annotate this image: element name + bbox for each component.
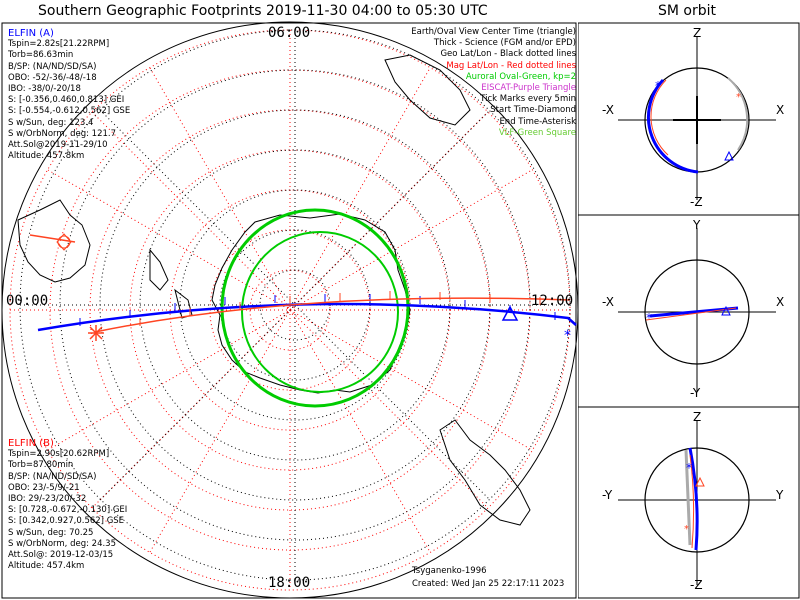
panel1-bottom: -Z bbox=[690, 195, 703, 209]
elfin-a-line: S: [-0.356,0.460,0.813] GEI bbox=[8, 95, 125, 106]
panel3-bottom: -Z bbox=[690, 578, 703, 592]
legend-item: EISCAT-Purple Triangle bbox=[481, 83, 576, 94]
panel3-right: Y bbox=[776, 488, 784, 502]
legend-item: End Time-Asterisk bbox=[499, 116, 576, 127]
elfin-a-line: Tspin=2.82s[21.22RPM] bbox=[8, 39, 110, 50]
elfin-a-line: IBO: -38/0/-20/18 bbox=[8, 84, 81, 95]
svg-text:*: * bbox=[686, 461, 692, 475]
elfin-b-title: ELFIN (B) bbox=[8, 438, 54, 449]
sm-orbit-column: SM orbit * * * bbox=[578, 0, 800, 600]
panel2-right: X bbox=[776, 295, 785, 309]
legend-item: Tick Marks every 5min bbox=[480, 94, 576, 105]
elfin-b-line: S: [0.728,-0.672,-0.130] GEI bbox=[8, 505, 128, 516]
elfin-b-track bbox=[94, 297, 571, 333]
elfin-b-line: Tspin=2.90s[20.62RPM] bbox=[8, 449, 110, 460]
panel3-left: -Y bbox=[602, 488, 613, 502]
footprint-map: Southern Geographic Footprints 2019-11-3… bbox=[1, 3, 578, 599]
panel2-top: Y bbox=[693, 218, 701, 232]
elfin-b-line: IBO: 29/-23/20/-32 bbox=[8, 494, 87, 505]
elfin-b-line: S w/OrbNorm, deg: 24.35 bbox=[8, 538, 117, 549]
elfin-a-title: ELFIN (A) bbox=[8, 28, 54, 39]
elfin-b-line: S w/Sun, deg: 70.25 bbox=[8, 527, 94, 538]
africa-outline bbox=[384, 54, 471, 126]
elfin-a-line: S: [-0.554,-0.612,0.562] GSE bbox=[8, 106, 131, 117]
elfin-a-line: S w/Sun, deg: 123.4 bbox=[8, 117, 94, 128]
elfin-a-line: S w/OrbNorm, deg: 121.7 bbox=[8, 128, 117, 139]
orbit-panel-yz: * * bbox=[618, 420, 776, 585]
south-america-outline bbox=[439, 419, 531, 526]
mlt-label-top: 06:00 bbox=[268, 25, 311, 41]
legend-item: Auroral Oval-Green, kp=2 bbox=[465, 71, 576, 82]
panel2-bottom: -Y bbox=[690, 386, 701, 400]
legend-item: VLF-Green Square bbox=[498, 127, 576, 138]
elfin-a-line: B/SP: (NA/ND/SD/SA) bbox=[8, 61, 97, 72]
elfin-b-diamond bbox=[56, 233, 72, 251]
legend: Earth/Oval View Center Time (triangle) Th… bbox=[376, 27, 576, 139]
legend-item: Start Time-Diamond bbox=[490, 105, 576, 116]
elfin-b-line: Altitude: 457.4km bbox=[8, 561, 85, 572]
elfin-b-line: Torb=87.80min bbox=[8, 460, 74, 471]
legend-item: Earth/Oval View Center Time (triangle) bbox=[411, 27, 576, 37]
elfin-a-center-triangle bbox=[501, 305, 519, 321]
auroral-oval-inner bbox=[241, 231, 399, 393]
elfin-b-info: ELFIN (B) Tspin=2.90s[20.62RPM] Torb=87.8… bbox=[8, 438, 127, 572]
elfin-a-end-asterisk: * bbox=[564, 328, 571, 344]
legend-item: Mag Lat/Lon - Red dotted lines bbox=[446, 60, 576, 71]
geo-grid bbox=[19, 29, 571, 581]
svg-text:*: * bbox=[646, 311, 652, 325]
panel1-left: -X bbox=[602, 103, 614, 117]
panel1-top: Z bbox=[693, 26, 702, 40]
elfin-a-line: Torb=86.63min bbox=[8, 50, 74, 61]
elfin-b-line: Att.Sol@: 2019-12-03/15 bbox=[8, 550, 114, 561]
svg-text:*: * bbox=[655, 79, 661, 93]
credit-created: Created: Wed Jan 25 22:17:11 2023 bbox=[412, 579, 565, 589]
elfin-a-line: Altitude: 457.8km bbox=[8, 151, 85, 162]
orbit-canvas: * * * * * bbox=[578, 22, 800, 599]
svg-text:*: * bbox=[684, 524, 689, 535]
horizon-circle bbox=[1, 21, 578, 599]
panel3-top: Z bbox=[693, 410, 702, 424]
legend-item: Geo Lat/Lon - Black dotted lines bbox=[440, 49, 576, 60]
australia-outline bbox=[17, 199, 91, 283]
orbit-panel-xy: * bbox=[618, 228, 776, 392]
credit-author: Tsyganenko-1996 bbox=[412, 566, 487, 576]
map-canvas: * bbox=[1, 21, 578, 599]
panel1-right: X bbox=[776, 103, 785, 117]
elfin-a-line: Att.Sol@2019-11-29/10 bbox=[8, 140, 108, 151]
elfin-b-ticks bbox=[139, 291, 541, 326]
orbit-frame bbox=[578, 22, 800, 599]
legend-item: Thick - Science (FGM and/or EPD) bbox=[433, 38, 576, 49]
mlt-label-left: 00:00 bbox=[6, 293, 49, 309]
mlt-label-right: 12:00 bbox=[531, 293, 574, 309]
orbit-panel-xz: * * bbox=[618, 36, 776, 200]
svg-text:*: * bbox=[736, 92, 741, 103]
elfin-b-asterisk bbox=[88, 325, 104, 341]
map-title: Southern Geographic Footprints 2019-11-3… bbox=[38, 3, 488, 19]
elfin-b-side-track bbox=[29, 234, 76, 243]
orbit-title: SM orbit bbox=[658, 3, 717, 19]
new-zealand-outline bbox=[149, 248, 193, 319]
mlt-label-bottom: 18:00 bbox=[268, 575, 311, 591]
elfin-a-line: OBO: -52/-36/-48/-18 bbox=[8, 72, 97, 83]
elfin-a-info: ELFIN (A) Tspin=2.82s[21.22RPM] Torb=86.6… bbox=[8, 28, 130, 162]
elfin-b-line: OBO: 23/-5/9/-21 bbox=[8, 482, 80, 493]
elfin-b-line: S: [0.342,0.927,0.562] GSE bbox=[8, 516, 125, 527]
panel2-left: -X bbox=[602, 295, 614, 309]
elfin-b-line: B/SP: (NA/ND/SD/SA) bbox=[8, 471, 97, 482]
